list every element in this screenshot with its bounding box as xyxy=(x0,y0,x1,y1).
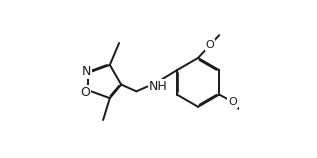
Text: NH: NH xyxy=(149,80,168,93)
Text: O: O xyxy=(81,85,90,99)
Text: O: O xyxy=(205,40,214,50)
Text: N: N xyxy=(82,64,92,78)
Text: O: O xyxy=(228,97,237,107)
